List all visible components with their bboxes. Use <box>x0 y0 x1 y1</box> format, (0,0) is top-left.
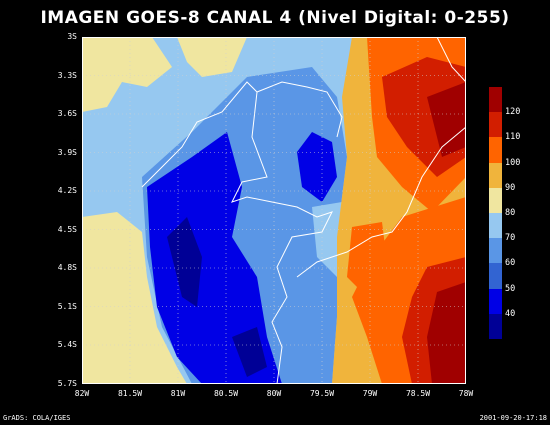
latitude-label: 3S <box>67 32 77 41</box>
latitude-label: 3.3S <box>57 70 77 80</box>
colorbar-segment <box>489 112 502 138</box>
coastline-north <box>256 81 343 138</box>
longitude-label: 78W <box>458 389 474 398</box>
colorbar-label: 90 <box>505 182 516 193</box>
colorbar-segment <box>489 162 502 188</box>
colorbar-label: 100 <box>505 157 521 168</box>
latitude-label: 3.9S <box>57 147 77 157</box>
longitude-label: 78.5W <box>405 389 431 398</box>
warm-patch <box>347 222 387 297</box>
software-credit: GrADS: COLA/IGES <box>3 414 71 422</box>
deep-blue-region-2 <box>297 132 337 202</box>
latitude-label: 5.7S <box>57 379 77 388</box>
colorbar-segment <box>489 137 502 163</box>
colorbar-label: 80 <box>505 208 516 218</box>
colorbar-label: 50 <box>505 283 516 294</box>
map-frame <box>82 37 466 384</box>
colorbar-segment <box>489 288 502 314</box>
latitude-label: 4.8S <box>57 263 77 273</box>
colorbar-label: 70 <box>505 233 516 244</box>
deep-blue-region <box>147 132 282 384</box>
colorbar-label: 110 <box>505 132 521 143</box>
colorbar-segment <box>489 87 502 113</box>
cloud-region-top-left <box>82 37 172 112</box>
lat-lon-grid <box>82 37 466 384</box>
country-border <box>296 126 466 278</box>
longitude-label: 81W <box>170 389 186 398</box>
satellite-image-map <box>82 37 466 384</box>
colorbar-label: 120 <box>505 107 521 118</box>
colorbar <box>489 87 502 339</box>
longitude-label: 79.5W <box>309 389 335 398</box>
colorbar-segment <box>489 213 502 239</box>
longitude-label: 80.5W <box>213 389 239 398</box>
longitude-label: 81.5W <box>117 389 143 398</box>
hottest-region-2 <box>427 82 466 157</box>
colorbar-segment <box>489 263 502 289</box>
latitude-label: 5.1S <box>57 301 77 311</box>
darkest-blue-region <box>167 217 202 307</box>
timestamp: 2001-09-20-17:18 <box>479 414 547 422</box>
cloud-region-left <box>82 212 187 384</box>
colorbar-segment <box>489 313 502 339</box>
darkest-blue-region-2 <box>232 327 267 377</box>
cloud-region-top-center <box>177 37 247 77</box>
colorbar-segment <box>489 238 502 264</box>
latitude-label: 3.6S <box>57 109 77 119</box>
colorbar-label: 40 <box>505 308 516 319</box>
longitude-label: 82W <box>74 389 90 398</box>
coastline <box>141 81 333 384</box>
longitude-label: 79W <box>362 389 378 398</box>
latitude-label: 5.4S <box>57 340 77 350</box>
latitude-label: 4.2S <box>57 186 77 196</box>
colorbar-segment <box>489 187 502 213</box>
country-border-east <box>436 37 466 83</box>
hottest-region <box>427 282 466 384</box>
longitude-label: 80W <box>266 389 282 398</box>
map-title: IMAGEN GOES-8 CANAL 4 (Nivel Digital: 0-… <box>40 8 510 28</box>
latitude-label: 4.5S <box>57 224 77 234</box>
colorbar-label: 60 <box>505 258 516 269</box>
